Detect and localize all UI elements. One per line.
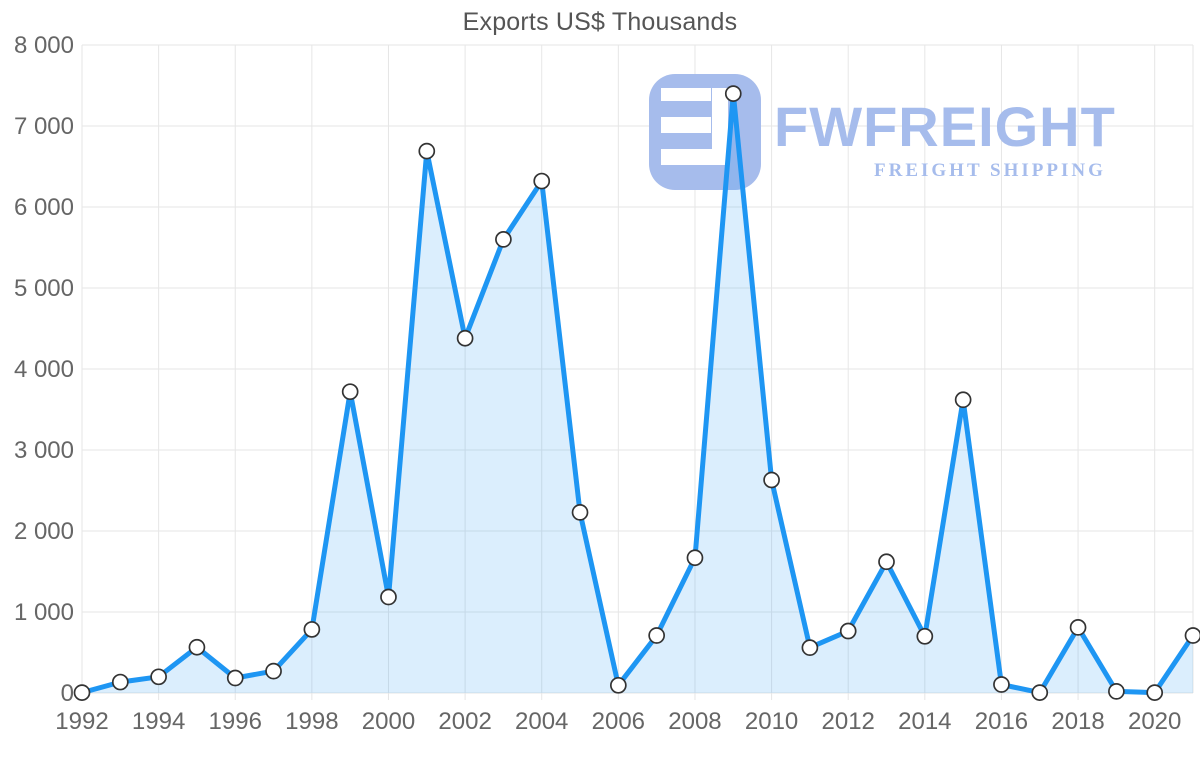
chart-title: Exports US$ Thousands [462, 8, 738, 36]
data-point-marker [648, 627, 666, 644]
y-axis-tick-label: 3 000 [14, 437, 74, 464]
data-point-marker [1108, 683, 1125, 700]
x-axis-tick-label: 1994 [132, 708, 185, 735]
series-line [79, 91, 1196, 696]
x-axis-tick-label: 2000 [362, 708, 415, 735]
data-point-marker [1184, 627, 1200, 644]
x-axis-tick-label: 2006 [592, 708, 645, 735]
y-axis-tick-label: 2 000 [14, 518, 74, 545]
x-axis-tick-label: 2002 [438, 708, 491, 735]
y-axis-tick-label: 6 000 [14, 194, 74, 221]
data-point-marker [839, 622, 857, 640]
data-point-marker [724, 85, 742, 102]
x-axis-tick-label: 1996 [209, 708, 262, 735]
x-axis-tick-label: 2018 [1051, 708, 1104, 735]
data-point-marker [878, 553, 895, 571]
x-axis-tick-label: 2012 [822, 708, 875, 735]
y-axis-tick-label: 1 000 [14, 599, 74, 626]
data-point-marker [954, 391, 972, 409]
data-point-marker [571, 504, 589, 521]
data-point-marker [686, 549, 704, 567]
x-axis-tick-label: 1998 [285, 708, 338, 735]
data-point-marker [150, 668, 167, 686]
data-point-marker [188, 638, 206, 656]
data-point-marker [1069, 619, 1087, 636]
y-axis-tick-label: 7 000 [14, 113, 74, 140]
data-point-marker [609, 676, 627, 694]
y-axis-tick-label: 4 000 [14, 356, 74, 383]
x-axis-tick-label: 2004 [515, 708, 568, 735]
y-axis-tick-label: 8 000 [14, 32, 74, 59]
x-axis-tick-label: 2008 [668, 708, 721, 735]
series-area [82, 93, 1193, 694]
y-axis-tick-label: 0 [61, 680, 74, 707]
data-point-marker [763, 471, 780, 489]
y-axis-tick-label: 5 000 [14, 275, 74, 302]
data-point-marker [73, 684, 91, 701]
x-axis-tick-label: 1992 [55, 708, 108, 735]
data-point-marker [1031, 684, 1049, 701]
data-point-marker [801, 639, 819, 656]
data-point-marker [533, 172, 551, 190]
data-point-marker [916, 627, 934, 645]
data-point-marker [111, 673, 129, 691]
data-point-marker [1146, 684, 1164, 701]
data-point-marker [226, 669, 244, 687]
data-point-marker [418, 142, 436, 160]
data-point-marker [265, 662, 282, 680]
x-axis-tick-label: 2014 [898, 708, 951, 735]
data-point-marker [456, 329, 474, 347]
x-axis-tick-label: 2020 [1128, 708, 1181, 735]
data-point-marker [303, 621, 321, 638]
data-point-marker [341, 383, 359, 401]
x-axis-tick-label: 2016 [975, 708, 1028, 735]
data-point-marker [993, 676, 1010, 693]
data-point-marker [495, 231, 512, 248]
x-axis-tick-label: 2010 [745, 708, 798, 735]
data-point-marker [380, 588, 397, 606]
